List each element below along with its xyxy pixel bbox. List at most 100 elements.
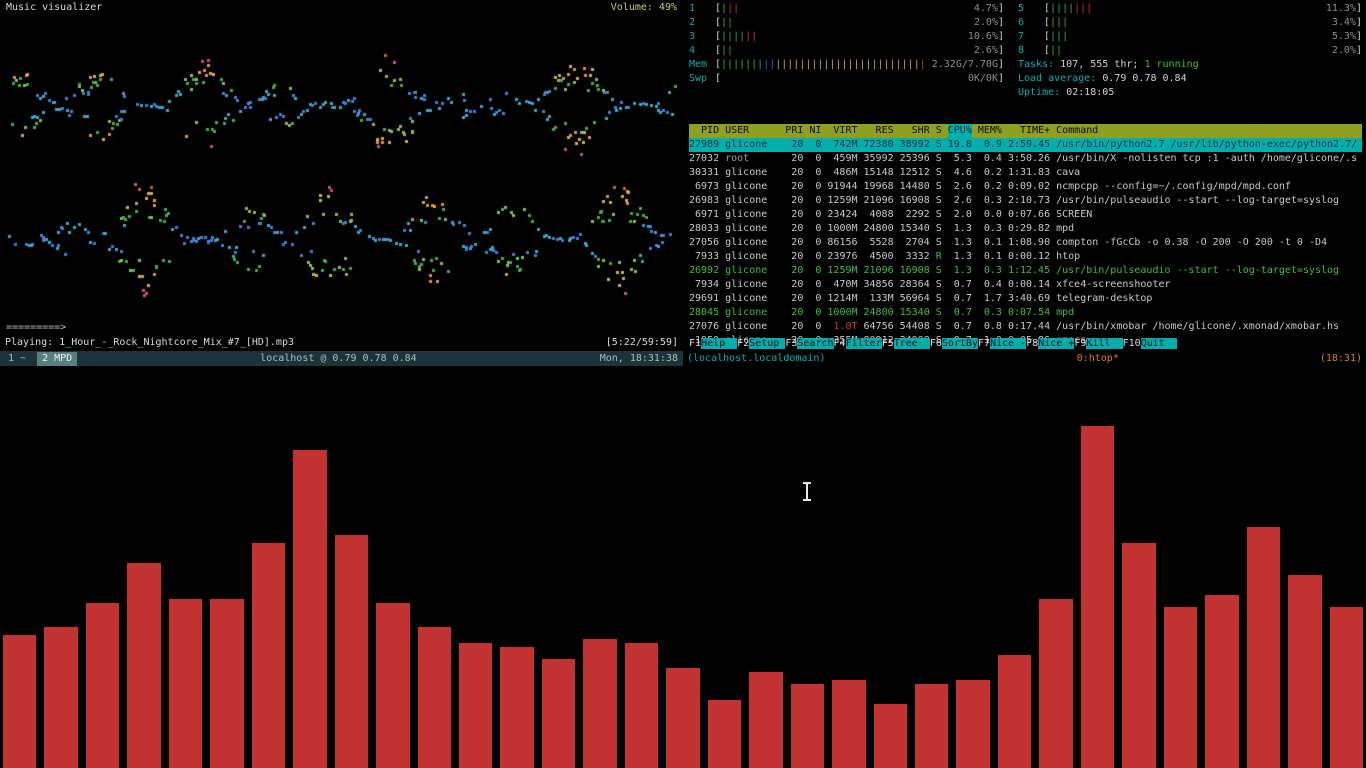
screen-window-2-mpd[interactable]: 2 MPD <box>37 351 78 366</box>
process-row-7933[interactable]: 7933 glicone 20 0 23976 4500 3332 R 1.3 0.1 0:00.1… <box>695 251 1081 262</box>
fkey-f1[interactable]: F1 <box>689 338 702 349</box>
column-header-command[interactable]: Command <box>1056 125 1099 136</box>
cpu-meter-8: 8[|| 2.0%] <box>1018 45 1362 56</box>
htop-function-bar: F1Help F2Setup F3SearchF4FilterF5Tree F6… <box>689 337 1362 351</box>
process-row-27076[interactable]: 27076 glicone 20 0 1.0T 64756 54408 S 0.7 0.8 0:17… <box>689 321 1340 332</box>
fkey-f5[interactable]: F5 <box>881 338 894 349</box>
tmux-window-htop[interactable]: 0:htop* <box>1076 352 1119 364</box>
cpu-meter-3: 3[|||||| 10.6%] <box>689 31 1004 42</box>
screen-host-load: localhost @ 0.79 0.78 0.84 <box>260 352 417 364</box>
cava-bar-25 <box>997 655 1032 768</box>
fkey-f7[interactable]: F7 <box>978 338 991 349</box>
column-header-cpu[interactable]: CPU% <box>947 124 972 138</box>
fkey-f2[interactable]: F2 <box>737 338 750 349</box>
visualizer-header: Music visualizer Volume: 49% <box>0 0 683 15</box>
fkey-label-nice-[interactable]: Nice + <box>1038 338 1075 349</box>
cava-visualizer <box>0 366 1366 768</box>
process-row-28033[interactable]: 28033 glicone 20 0 1000M 24800 15340 S 1.3 0.3 0:2… <box>689 223 1075 234</box>
column-header-s[interactable]: S <box>935 125 942 136</box>
column-header-pri[interactable]: PRI <box>785 125 804 136</box>
fkey-f8[interactable]: F8 <box>1026 338 1039 349</box>
cava-bar-33 <box>1329 607 1363 768</box>
tmux-hostname: (localhost.localdomain) <box>687 352 826 364</box>
fkey-label-kill[interactable]: Kill <box>1086 338 1123 349</box>
cava-bar-23 <box>914 683 949 768</box>
column-header-user[interactable]: USER <box>725 125 750 136</box>
cava-bar-28 <box>1122 542 1156 768</box>
fkey-f4[interactable]: F4 <box>833 338 846 349</box>
fkey-label-nice-[interactable]: Nice - <box>990 338 1027 349</box>
fkey-label-setup[interactable]: Setup <box>749 338 786 349</box>
load-average-line: Load average: 0.79 0.78 0.84 <box>1018 73 1187 84</box>
process-row-28045[interactable]: 28045 glicone 20 0 1000M 24800 15340 S 0.7 0.3 0:0… <box>689 307 1075 318</box>
column-header-mem[interactable]: MEM% <box>977 125 1002 136</box>
column-header-virt[interactable]: VIRT <box>833 125 858 136</box>
music-visualizer-terminal: Music visualizer Volume: 49% =========> … <box>0 0 683 366</box>
cava-bar-8 <box>293 450 327 768</box>
process-row-6973[interactable]: 6973 glicone 20 0 91944 19968 14480 S 2.6 0.2 0:09… <box>695 181 1291 192</box>
track-progress-bar[interactable]: =========> <box>6 322 67 333</box>
fkey-label-filter[interactable]: Filter <box>845 338 882 349</box>
process-table: PID USER PRI NI VIRT RES SHR S CPU% MEM% TIME+ Comm… <box>689 124 1362 348</box>
cava-bar-16 <box>624 643 659 768</box>
process-row-26983[interactable]: 26983 glicone 20 0 1259M 21096 16908 S 2.6 0.3 2:1… <box>689 195 1340 206</box>
cava-bar-21 <box>832 679 866 768</box>
cava-bar-30 <box>1205 595 1239 768</box>
fkey-label-help[interactable]: Help <box>701 338 738 349</box>
screen-clock: Mon, 18:31:38 <box>599 352 678 364</box>
cava-bar-4 <box>127 562 161 768</box>
memory-meter: Mem[|||||||||||||||||||||||||||||||||| 2.… <box>689 59 1004 70</box>
now-playing-row: Playing: 1_Hour_-_Rock_Nightcore_Mix_#7_… <box>0 336 683 350</box>
fkey-f3[interactable]: F3 <box>785 338 798 349</box>
fkey-label-quit[interactable]: Quit <box>1140 338 1177 349</box>
cava-bar-9 <box>334 534 369 768</box>
column-header-shr[interactable]: SHR <box>911 125 930 136</box>
cava-bar-31 <box>1246 526 1281 768</box>
cava-bar-15 <box>583 639 617 768</box>
process-row-27056[interactable]: 27056 glicone 20 0 86156 5528 2704 S 1.3 0.1 1:08.… <box>689 237 1328 248</box>
cava-bar-20 <box>790 683 825 768</box>
process-row-27989[interactable]: 27989 glicone 20 0 742M 72380 38992 S 19.8 0.9 2:5… <box>689 138 1362 152</box>
cava-bar-2 <box>44 627 78 768</box>
process-row-7934[interactable]: 7934 glicone 20 0 470M 34856 28364 S 0.7 0.4 0:00.… <box>695 279 1171 290</box>
column-header-pid[interactable]: PID <box>701 125 720 136</box>
cpu-meter-4: 4[|| 2.6%] <box>689 45 1004 56</box>
cava-bar-19 <box>749 671 783 768</box>
cava-bar-12 <box>458 643 493 768</box>
column-header-res[interactable]: RES <box>875 125 894 136</box>
fkey-f9[interactable]: F9 <box>1074 338 1087 349</box>
cava-bar-17 <box>666 667 700 768</box>
cpu-meter-7: 7[||| 5.3%] <box>1018 31 1362 42</box>
swap-meter: Swp[0K/0K] <box>689 73 1004 84</box>
fkey-label-tree[interactable]: Tree <box>893 338 930 349</box>
cava-bar-1 <box>3 635 37 768</box>
cava-bar-10 <box>376 603 410 768</box>
fkey-f10[interactable]: F10 <box>1122 338 1141 349</box>
visualizer-dots-canvas <box>4 38 679 330</box>
cava-bar-26 <box>1039 599 1073 768</box>
cpu-meter-1: 1[||| 4.7%] <box>689 3 1004 14</box>
screen-window-1[interactable]: 1 ~ <box>8 352 27 364</box>
cava-bar-24 <box>956 679 990 768</box>
uptime-line: Uptime: 02:18:05 <box>1018 87 1115 98</box>
cpu-meter-6: 6[||| 3.4%] <box>1018 17 1362 28</box>
process-row-27032[interactable]: 27032 root 20 0 459M 35992 25396 S 5.3 0.4 3:50.26… <box>689 153 1358 164</box>
process-row-29691[interactable]: 29691 glicone 20 0 1214M 133M 56964 S 0.7 1.7 3:40… <box>689 293 1153 304</box>
cava-bar-29 <box>1163 607 1198 768</box>
column-header-ni[interactable]: NI <box>809 125 822 136</box>
cpu-meter-2: 2[|| 2.0%] <box>689 17 1004 28</box>
column-header-time[interactable]: TIME+ <box>1019 125 1051 136</box>
mouse-cursor-ibeam <box>803 482 811 501</box>
process-row-30331[interactable]: 30331 glicone 20 0 486M 15148 12512 S 4.6 0.2 1:31… <box>689 167 1081 178</box>
cpu-meter-5: 5[||||||| 11.3%] <box>1018 3 1362 14</box>
tasks-line: Tasks: 107, 555 thr; 1 running <box>1018 59 1199 70</box>
fkey-f6[interactable]: F6 <box>929 338 942 349</box>
htop-meters: 1[||| 4.7%] 2[|| 2.0%] 3[|||||| 10.6%] 4[|| 2.6… <box>689 2 1362 100</box>
fkey-label-search[interactable]: Search <box>797 338 834 349</box>
cava-bar-6 <box>210 599 244 768</box>
process-row-26992[interactable]: 26992 glicone 20 0 1259M 21096 16908 S 1.3 0.3 1:1… <box>689 265 1340 276</box>
process-row-6971[interactable]: 6971 glicone 20 0 23424 4088 2292 S 2.0 0.0 0:07.6… <box>695 209 1093 220</box>
cava-bar-5 <box>168 599 203 768</box>
htop-terminal: 1[||| 4.7%] 2[|| 2.0%] 3[|||||| 10.6%] 4[|| 2.6… <box>683 0 1366 366</box>
fkey-label-sortby[interactable]: SortBy <box>941 338 979 349</box>
